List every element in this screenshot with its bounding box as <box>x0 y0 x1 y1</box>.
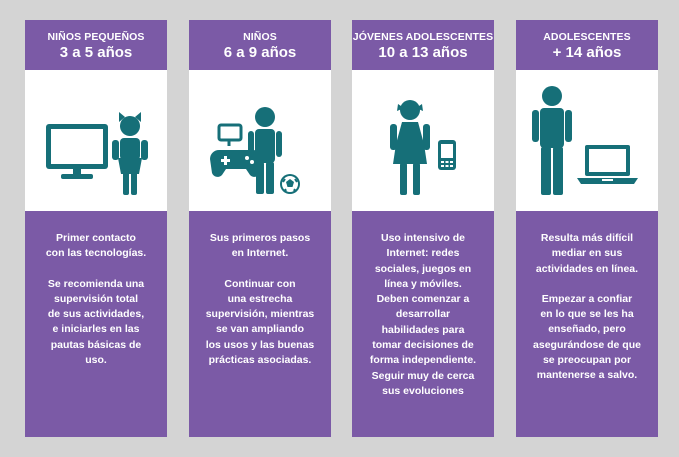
description-line: una estrecha <box>227 292 293 305</box>
column-header: NIÑOS 6 a 9 años <box>189 20 331 70</box>
description-line: Seguir muy de cerca <box>371 369 475 382</box>
illustration-panel <box>189 70 331 211</box>
description-line: sus evoluciones <box>382 384 464 397</box>
column-header: NIÑOS PEQUEÑOS 3 a 5 años <box>25 20 167 70</box>
description-line: Sus primeros pasos <box>209 232 311 244</box>
description-line: Continuar con <box>224 277 296 290</box>
description-line: actividades en línea. <box>535 262 639 275</box>
column-header: ADOLESCENTES + 14 años <box>516 20 658 70</box>
column-description: Uso intensivo de Internet: redes sociale… <box>352 211 494 437</box>
description-line: se preocupan por <box>542 354 632 367</box>
description-line: Uso intensivo de <box>380 232 465 244</box>
description-line: supervisión total <box>53 292 138 305</box>
description-line: enseñado, pero <box>548 323 626 336</box>
description-line: uso. <box>85 354 107 367</box>
column-age: 10 a 13 años <box>378 44 468 61</box>
laptop-icon <box>577 145 638 184</box>
column-jovenes-adolescentes: JÓVENES ADOLESCENTES 10 a 13 años <box>352 20 494 437</box>
description-line: habilidades para <box>381 323 465 336</box>
column-adolescentes: ADOLESCENTES + 14 años Resulta más difíc… <box>516 20 658 437</box>
column-title: NIÑOS PEQUEÑOS <box>47 31 145 43</box>
column-title: JÓVENES ADOLESCENTES <box>352 31 494 43</box>
description-line: en Internet. <box>231 247 289 260</box>
illustration-panel <box>516 70 658 211</box>
smartphone-icon <box>438 140 456 170</box>
girl-teen-icon <box>390 100 430 195</box>
column-title: NIÑOS <box>243 31 277 43</box>
description-line: mantenerse a salvo. <box>536 369 638 382</box>
column-description: Resulta más difícil mediar en sus activi… <box>516 211 658 437</box>
description-line: tomar decisiones de <box>372 339 474 352</box>
description-line: Internet: redes <box>386 247 460 260</box>
column-description: Primer contacto con las tecnologías. Se … <box>25 211 167 437</box>
description-line: sociales, juegos en <box>374 262 472 275</box>
description-line: forma independiente. <box>369 354 477 367</box>
description-line: desarrollar <box>395 308 451 321</box>
column-ninos: NIÑOS 6 a 9 años <box>189 20 331 437</box>
description-line: asegurándose de que <box>533 338 641 351</box>
television-icon <box>46 124 108 179</box>
description-line: e iniciarles en las <box>52 323 140 336</box>
column-age: 6 a 9 años <box>223 44 297 61</box>
teen-icon <box>532 86 572 195</box>
illustration-panel <box>25 70 167 211</box>
gamepad-icon <box>210 150 262 177</box>
description-line: prácticas asociadas. <box>208 354 312 367</box>
column-header: JÓVENES ADOLESCENTES 10 a 13 años <box>352 20 494 70</box>
description-line: con las tecnologías. <box>45 247 147 260</box>
description-line: Primer contacto <box>56 232 136 244</box>
description-line: Empezar a confiar <box>541 292 633 305</box>
description-line: se van ampliando <box>215 323 305 336</box>
soccer-ball-icon <box>280 174 300 194</box>
girl-child-icon <box>112 112 148 195</box>
chat-bubble-icon <box>217 123 243 146</box>
description-line: línea y móviles. <box>384 277 462 290</box>
column-ninos-pequenos: NIÑOS PEQUEÑOS 3 a 5 años Primer c <box>25 20 167 437</box>
description-line: supervisión, mientras <box>205 308 315 321</box>
description-line: los usos y las buenas <box>205 338 315 351</box>
description-line: de sus actividades, <box>47 308 145 321</box>
column-title: ADOLESCENTES <box>543 31 631 43</box>
description-line: Se recomienda una <box>47 277 145 290</box>
description-line: pautas básicas de <box>50 338 142 351</box>
boy-child-icon <box>248 107 282 194</box>
description-line: Resulta más difícil <box>540 232 634 244</box>
description-line: Deben comenzar a <box>376 293 470 306</box>
illustration-panel <box>352 70 494 211</box>
description-line: mediar en sus <box>551 247 623 260</box>
column-description: Sus primeros pasos en Internet. Continua… <box>189 211 331 437</box>
column-age: 3 a 5 años <box>59 44 133 61</box>
description-line: en lo que se les ha <box>540 308 634 321</box>
column-age: + 14 años <box>552 44 622 61</box>
